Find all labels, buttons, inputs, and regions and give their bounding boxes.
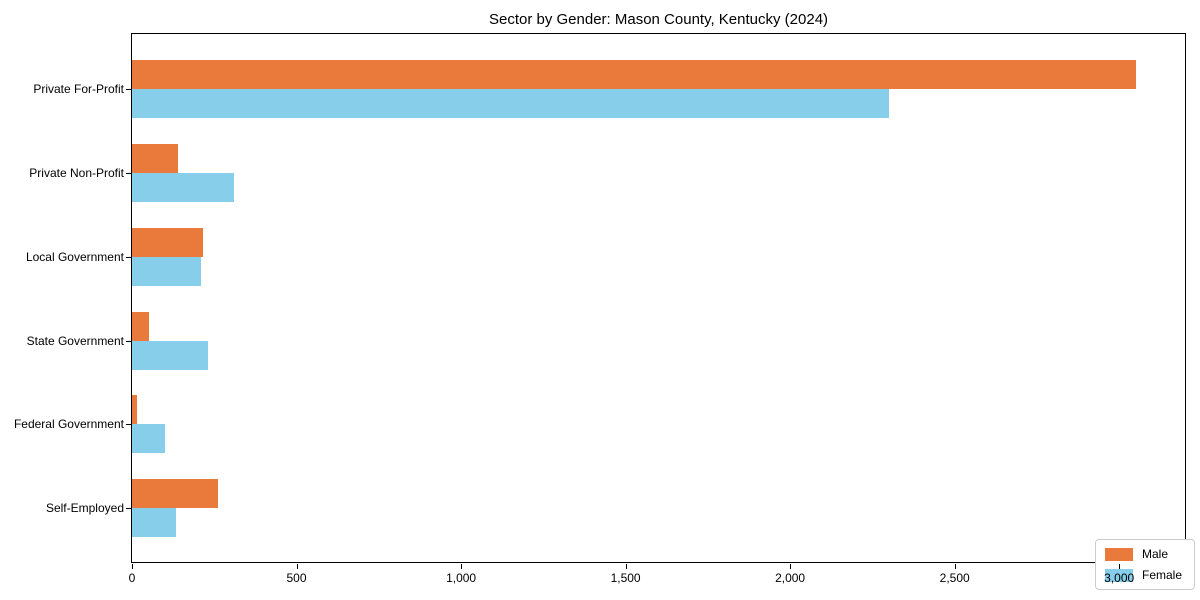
bar-male-private-non-profit — [132, 144, 179, 173]
ytick-label-private-for-profit: Private For-Profit — [33, 82, 124, 96]
xtick-mark-1500 — [625, 564, 627, 569]
legend-swatch-female — [1104, 568, 1133, 582]
bar-female-local-government — [132, 256, 202, 286]
bar-male-private-for-profit — [132, 60, 1136, 89]
xtick-mark-2500 — [954, 564, 956, 569]
xtick-mark-1000 — [461, 564, 463, 569]
ytick-mark-private-non-profit — [126, 173, 131, 174]
legend-item-female: Female — [1104, 568, 1182, 582]
bar-female-self-employed — [132, 508, 177, 537]
xtick-label-500: 500 — [286, 571, 307, 585]
xtick-label-2000: 2,000 — [775, 571, 806, 585]
xtick-mark-0 — [132, 564, 133, 569]
bar-female-federal-government — [132, 424, 165, 453]
bar-male-federal-government — [132, 395, 137, 424]
xtick-label-2500: 2,500 — [939, 571, 970, 585]
ytick-label-state-government: State Government — [26, 333, 124, 348]
xtick-mark-500 — [296, 564, 298, 569]
chart-title: Sector by Gender: Mason County, Kentucky… — [488, 11, 829, 28]
legend-swatch-male — [1104, 547, 1133, 561]
legend-label-male: Male — [1141, 547, 1168, 561]
bar-female-private-non-profit — [132, 173, 234, 202]
xtick-label-1000: 1,000 — [446, 571, 477, 585]
ytick-label-self-employed: Self-Employed — [45, 501, 124, 515]
xtick-mark-3000 — [1119, 564, 1121, 569]
bar-male-state-government — [132, 311, 149, 341]
xtick-label-0: 0 — [128, 571, 136, 585]
ytick-label-local-government: Local Government — [25, 249, 124, 264]
plot-area — [131, 33, 1186, 563]
ytick-mark-self-employed — [126, 508, 131, 509]
ytick-mark-local-government — [126, 256, 131, 258]
bar-male-self-employed — [132, 479, 218, 508]
xtick-label-3000: 3,000 — [1104, 571, 1135, 585]
ytick-mark-federal-government — [126, 424, 131, 425]
ytick-mark-state-government — [126, 340, 131, 342]
legend-label-female: Female — [1141, 568, 1182, 582]
bar-male-local-government — [132, 227, 203, 257]
ytick-label-federal-government: Federal Government — [13, 417, 124, 431]
ytick-mark-private-for-profit — [126, 89, 131, 90]
ytick-label-private-non-profit: Private Non-Profit — [29, 166, 124, 180]
xtick-label-1500: 1,500 — [610, 571, 641, 585]
legend-item-male: Male — [1104, 547, 1182, 561]
legend: Male Female — [1094, 539, 1195, 590]
bar-female-private-for-profit — [132, 89, 889, 118]
xtick-mark-2000 — [790, 564, 792, 569]
bar-female-state-government — [132, 340, 208, 370]
